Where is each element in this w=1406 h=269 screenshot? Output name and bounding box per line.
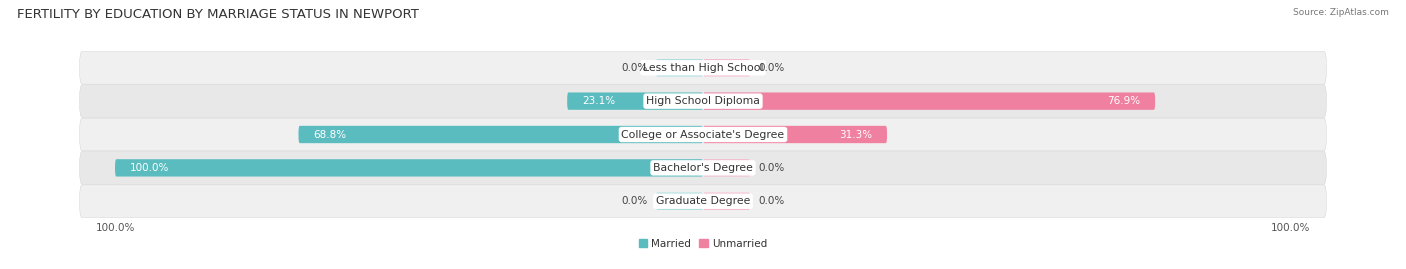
Text: High School Diploma: High School Diploma (647, 96, 759, 106)
FancyBboxPatch shape (80, 51, 1326, 84)
FancyBboxPatch shape (80, 85, 1326, 118)
FancyBboxPatch shape (703, 93, 1156, 110)
FancyBboxPatch shape (115, 159, 703, 176)
Text: 0.0%: 0.0% (621, 196, 647, 206)
FancyBboxPatch shape (703, 193, 749, 210)
Text: 100.0%: 100.0% (129, 163, 169, 173)
Legend: Married, Unmarried: Married, Unmarried (634, 235, 772, 253)
Text: Bachelor's Degree: Bachelor's Degree (652, 163, 754, 173)
Text: FERTILITY BY EDUCATION BY MARRIAGE STATUS IN NEWPORT: FERTILITY BY EDUCATION BY MARRIAGE STATU… (17, 8, 419, 21)
FancyBboxPatch shape (80, 118, 1326, 151)
FancyBboxPatch shape (80, 151, 1326, 184)
FancyBboxPatch shape (703, 159, 749, 176)
FancyBboxPatch shape (703, 126, 887, 143)
Text: Less than High School: Less than High School (643, 63, 763, 73)
FancyBboxPatch shape (703, 59, 749, 76)
FancyBboxPatch shape (567, 93, 703, 110)
FancyBboxPatch shape (657, 59, 703, 76)
Text: 31.3%: 31.3% (839, 129, 872, 140)
Text: Source: ZipAtlas.com: Source: ZipAtlas.com (1294, 8, 1389, 17)
FancyBboxPatch shape (298, 126, 703, 143)
Text: 0.0%: 0.0% (759, 63, 785, 73)
Text: 0.0%: 0.0% (759, 196, 785, 206)
Text: 0.0%: 0.0% (759, 163, 785, 173)
Text: College or Associate's Degree: College or Associate's Degree (621, 129, 785, 140)
Text: 0.0%: 0.0% (621, 63, 647, 73)
Text: 76.9%: 76.9% (1108, 96, 1140, 106)
FancyBboxPatch shape (657, 193, 703, 210)
FancyBboxPatch shape (80, 185, 1326, 218)
Text: 23.1%: 23.1% (582, 96, 614, 106)
Text: 68.8%: 68.8% (314, 129, 346, 140)
Text: Graduate Degree: Graduate Degree (655, 196, 751, 206)
